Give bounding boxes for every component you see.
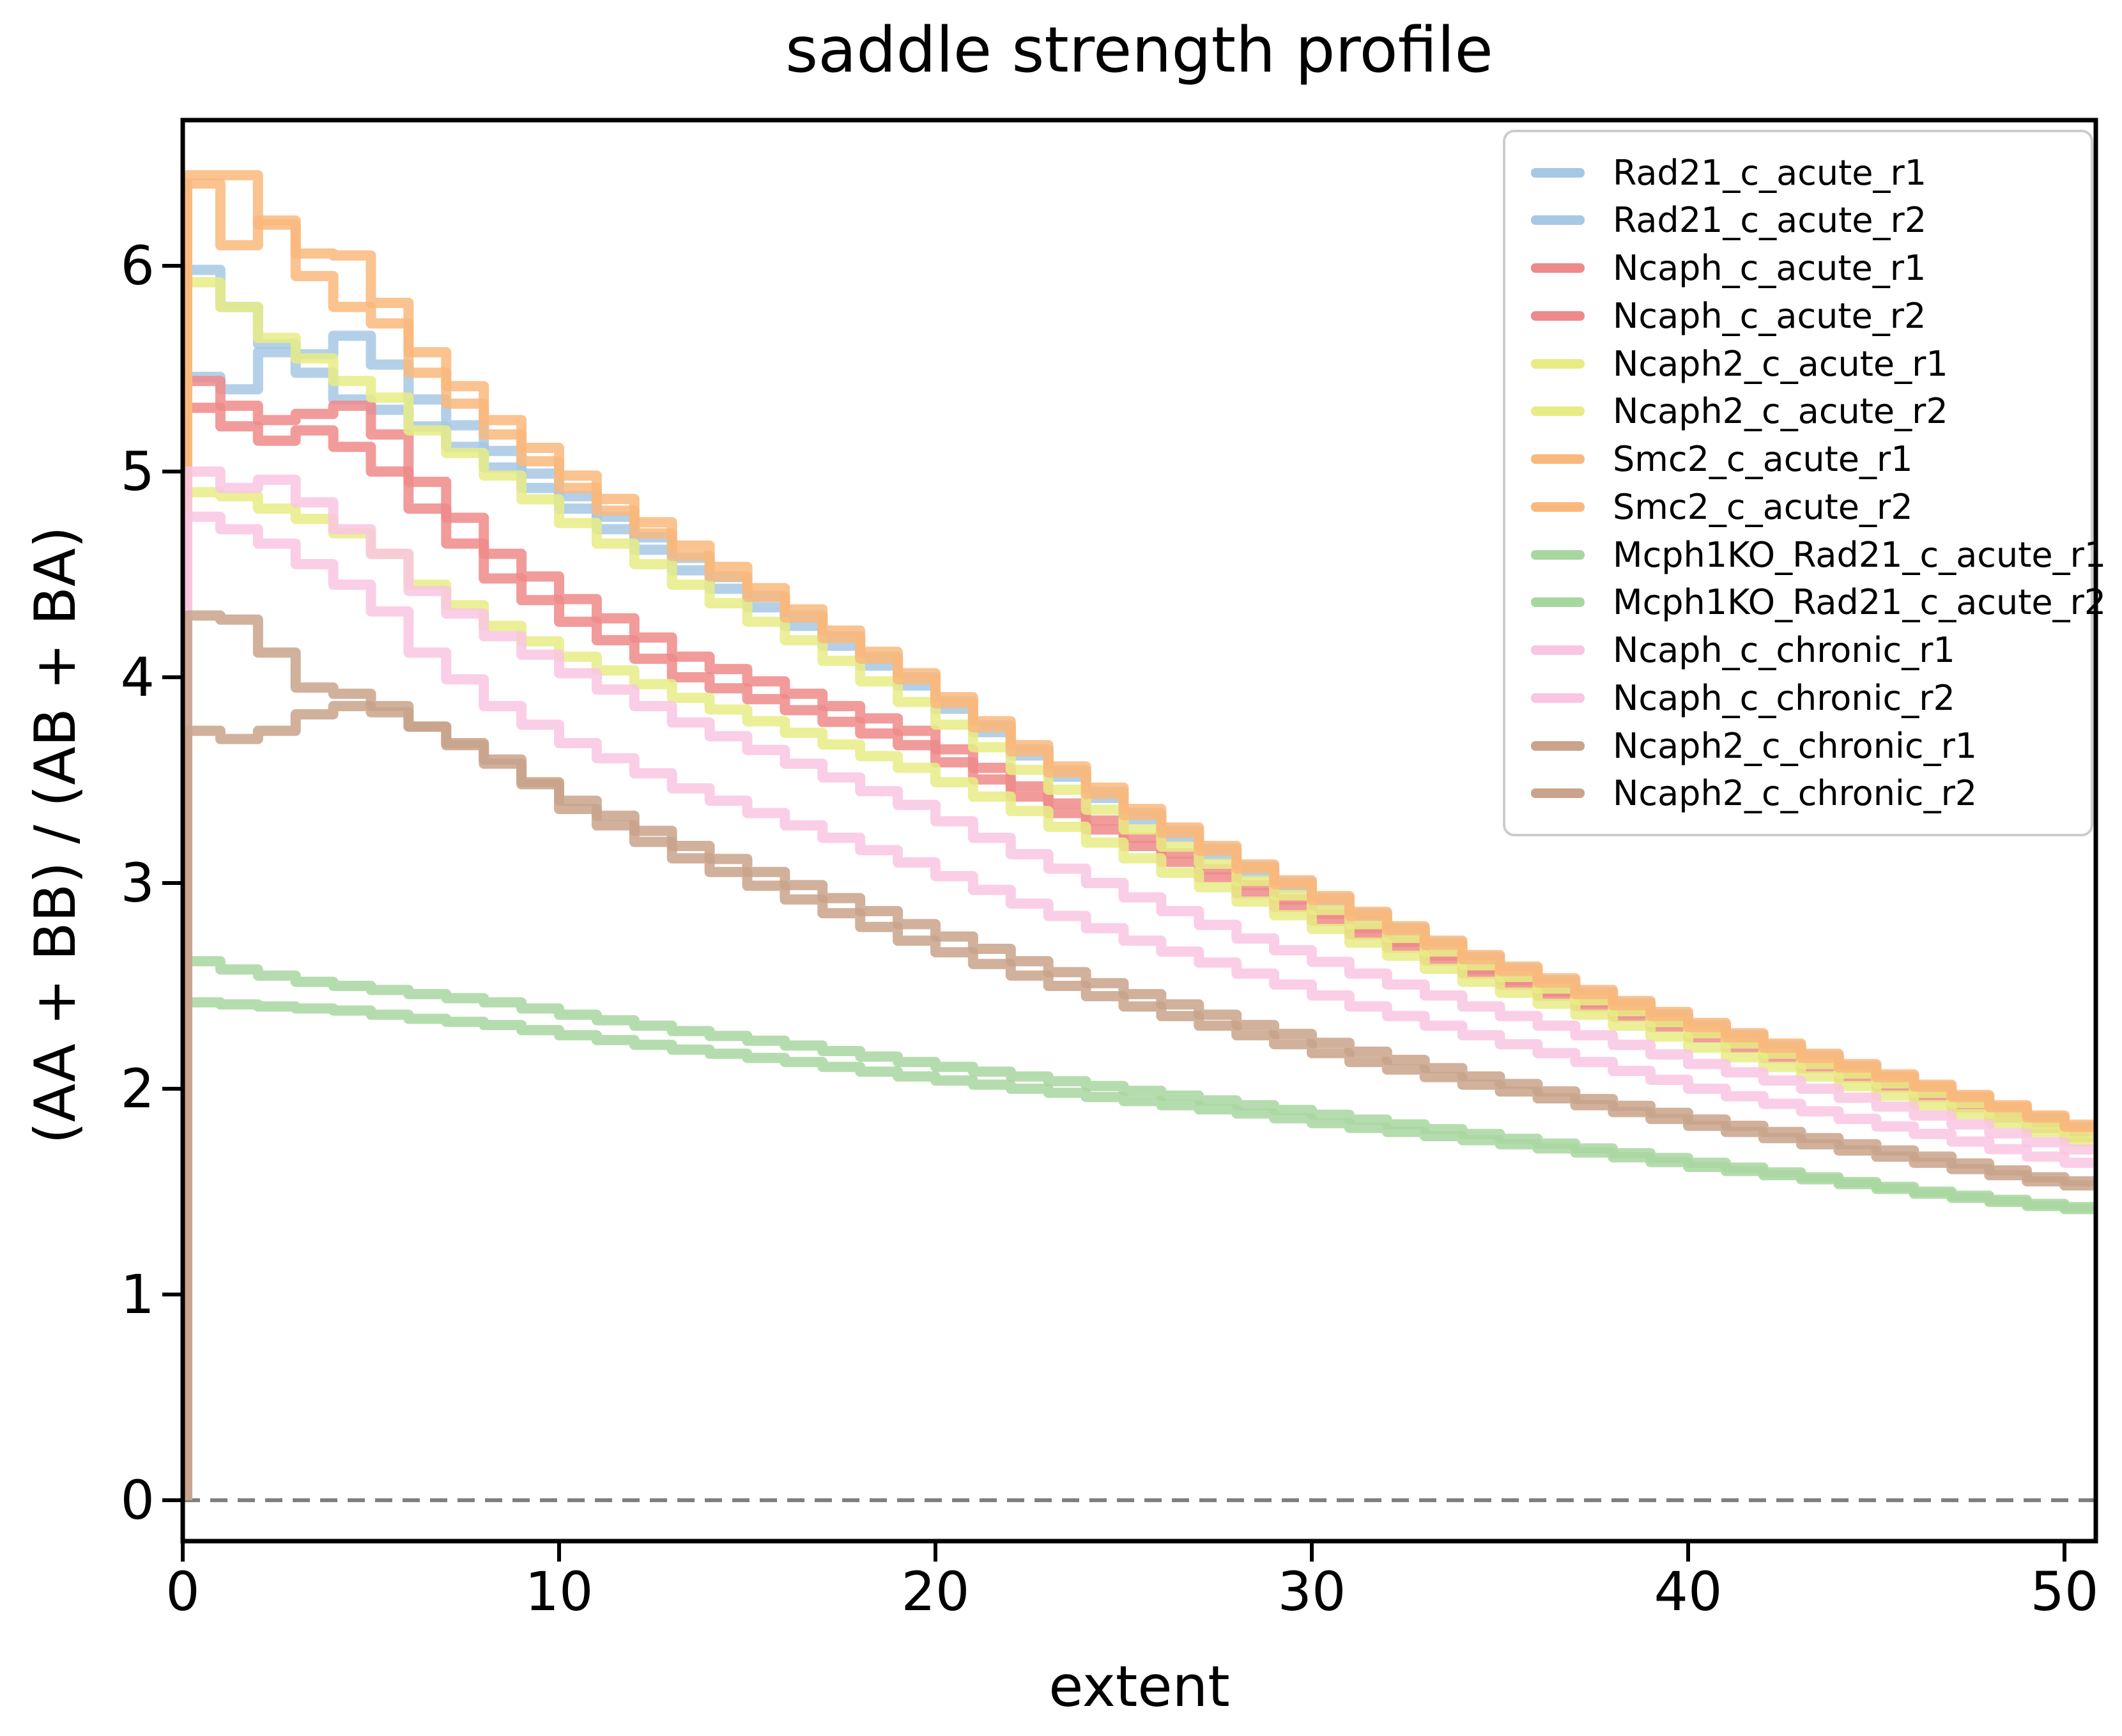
legend-item: Ncaph_c_chronic_r2 [1531, 677, 2078, 719]
legend-line-swatch [1531, 788, 1585, 799]
y-tick-label-2: 2 [120, 1057, 155, 1120]
legend-line-swatch [1531, 311, 1585, 321]
legend-label: Ncaph_c_chronic_r2 [1613, 677, 1955, 718]
legend-item: Ncaph2_c_chronic_r1 [1531, 725, 2078, 767]
legend-label: Smc2_c_acute_r1 [1613, 439, 1913, 480]
series-path-Ncaph2_c_chronic_r2 [183, 701, 2096, 1500]
series-path-Smc2_c_acute_r2 [183, 178, 2096, 1500]
legend-line-swatch [1531, 549, 1585, 560]
legend-label: Ncaph2_c_chronic_r1 [1613, 725, 1978, 766]
x-tick-label-30: 30 [1277, 1560, 1346, 1623]
legend-label: Mcph1KO_Rad21_c_acute_r2 [1613, 582, 2107, 623]
x-tick-label-20: 20 [901, 1560, 970, 1623]
legend-label: Rad21_c_acute_r2 [1613, 200, 1927, 241]
legend-label: Ncaph2_c_acute_r2 [1613, 391, 1948, 432]
series-path-Ncaph2_c_acute_r2 [183, 487, 2096, 1500]
series-path-Ncaph_c_chronic_r1 [183, 466, 2096, 1500]
axes-spines [180, 118, 2098, 1544]
legend-label: Ncaph2_c_acute_r1 [1613, 343, 1948, 384]
legend-line-swatch [1531, 358, 1585, 369]
legend-line-swatch [1531, 263, 1585, 273]
series-path-Mcph1KO_Rad21_c_acute_r2 [183, 997, 2096, 1500]
x-axis-label: extent [1049, 1654, 1230, 1719]
legend-label: Ncaph_c_acute_r2 [1613, 295, 1926, 336]
legend-item: Ncaph2_c_acute_r1 [1531, 342, 2078, 385]
y-axis-label: (AA + BB) / (AB + BA) [22, 526, 88, 1144]
legend-item: Smc2_c_acute_r2 [1531, 486, 2078, 528]
legend-line-swatch [1531, 502, 1585, 512]
legend-line-swatch [1531, 693, 1585, 703]
legend-item: Ncaph2_c_chronic_r2 [1531, 772, 2078, 815]
legend-line-swatch [1531, 167, 1585, 178]
legend-line-swatch [1531, 645, 1585, 656]
y-tick-label-3: 3 [120, 852, 155, 914]
series-path-Mcph1KO_Rad21_c_acute_r1 [183, 956, 2096, 1500]
legend-item: Rad21_c_acute_r1 [1531, 151, 2078, 194]
y-tick-label-6: 6 [120, 234, 155, 297]
chart-title: saddle strength profile [785, 14, 1493, 87]
legend-line-swatch [1531, 215, 1585, 226]
legend-item: Ncaph_c_chronic_r1 [1531, 629, 2078, 672]
legend-label: Rad21_c_acute_r1 [1613, 152, 1927, 193]
x-tick-label-10: 10 [525, 1560, 594, 1623]
legend-label: Ncaph2_c_chronic_r2 [1613, 773, 1978, 814]
y-tick-label-5: 5 [120, 440, 155, 503]
legend-item: Ncaph2_c_acute_r2 [1531, 390, 2078, 433]
legend-label: Ncaph_c_acute_r1 [1613, 248, 1926, 289]
series-path-Ncaph_c_chronic_r2 [183, 511, 2096, 1500]
legend-item: Rad21_c_acute_r2 [1531, 199, 2078, 242]
x-tick-label-40: 40 [1654, 1560, 1723, 1623]
legend-label: Smc2_c_acute_r2 [1613, 486, 1913, 527]
legend-line-swatch [1531, 454, 1585, 465]
legend: Rad21_c_acute_r1 Rad21_c_acute_r2 Ncaph_c_… [1503, 130, 2106, 836]
series-group [183, 170, 2096, 1500]
legend-item: Mcph1KO_Rad21_c_acute_r1 [1531, 534, 2106, 576]
legend-line-swatch [1531, 406, 1585, 417]
legend-line-swatch [1531, 597, 1585, 608]
legend-item: Mcph1KO_Rad21_c_acute_r2 [1531, 581, 2106, 624]
legend-line-swatch [1531, 741, 1585, 751]
x-tick-label-0: 0 [165, 1560, 200, 1623]
y-tick-label-1: 1 [120, 1263, 155, 1326]
legend-item: Ncaph_c_acute_r1 [1531, 247, 2078, 289]
legend-label: Mcph1KO_Rad21_c_acute_r1 [1613, 534, 2107, 575]
legend-item: Ncaph_c_acute_r2 [1531, 295, 2078, 337]
legend-item: Smc2_c_acute_r1 [1531, 438, 2078, 480]
legend-label: Ncaph_c_chronic_r1 [1613, 630, 1955, 671]
x-tick-label-50: 50 [2030, 1560, 2099, 1623]
y-tick-label-4: 4 [120, 646, 155, 709]
y-tick-label-0: 0 [120, 1469, 155, 1532]
